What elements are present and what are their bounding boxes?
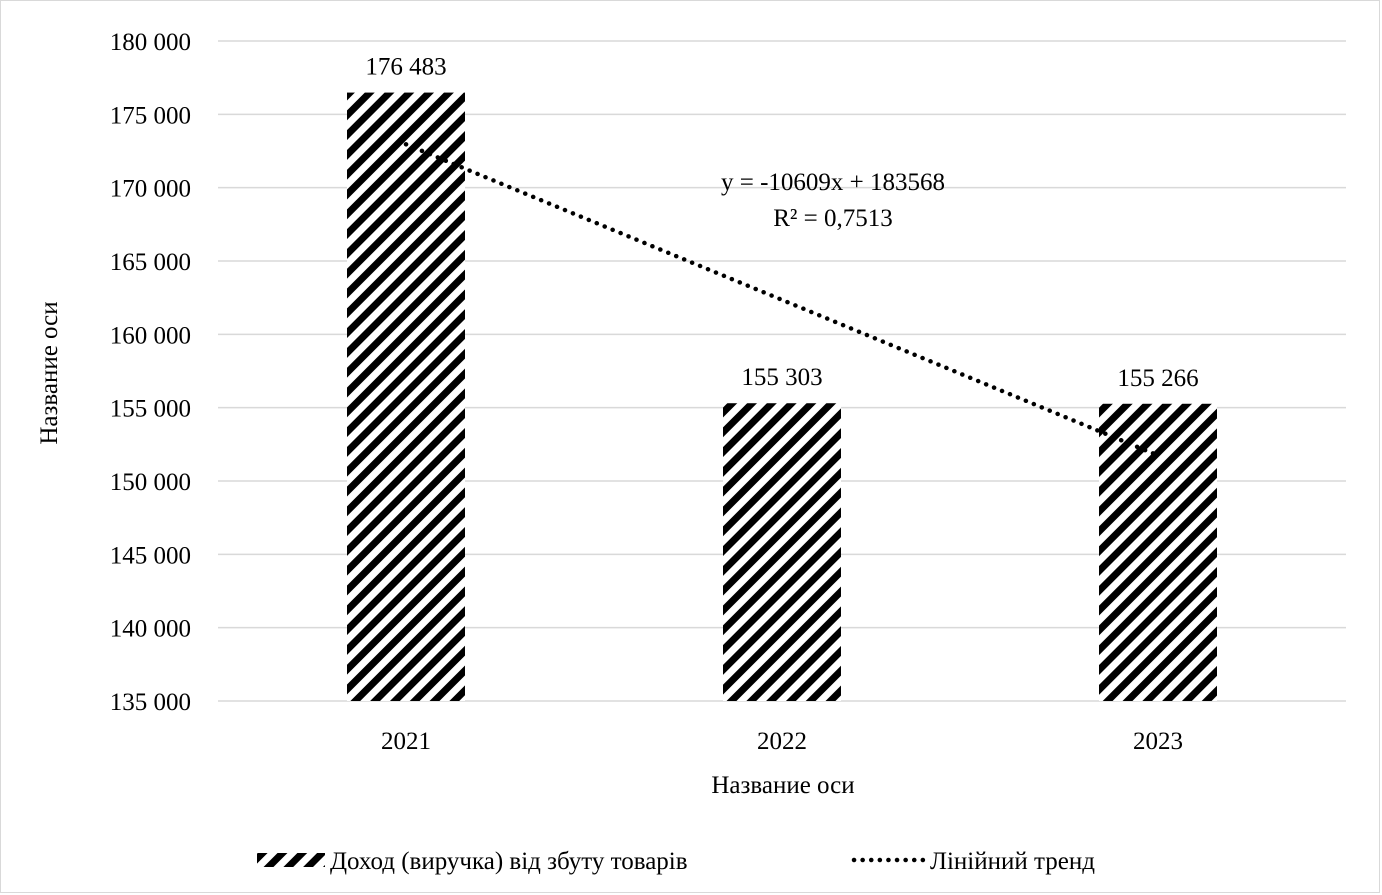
bar xyxy=(347,92,465,702)
legend-swatch-bars xyxy=(257,853,325,867)
y-axis-ticks: 135 000 140 000 145 000 150 000 155 000 160 0… xyxy=(110,29,191,716)
legend-label-trendline: Лінійний тренд xyxy=(930,848,1095,875)
x-axis-ticks: 2021 2022 2023 xyxy=(381,728,1183,755)
legend: Доход (виручка) від збуту товарів Лінійн… xyxy=(257,848,1095,875)
y-tick-label: 155 000 xyxy=(110,396,191,423)
bars xyxy=(347,92,1217,702)
x-tick-label: 2022 xyxy=(757,728,807,755)
data-label: 155 266 xyxy=(1117,365,1198,392)
x-axis-title: Название оси xyxy=(711,772,854,799)
bar xyxy=(1099,403,1217,701)
legend-label-bars: Доход (виручка) від збуту товарів xyxy=(330,848,688,875)
y-tick-label: 150 000 xyxy=(110,469,191,496)
y-tick-label: 175 000 xyxy=(110,102,191,129)
y-tick-label: 145 000 xyxy=(110,542,191,569)
y-tick-label: 170 000 xyxy=(110,176,191,203)
x-tick-label: 2021 xyxy=(381,728,431,755)
x-tick-label: 2023 xyxy=(1133,728,1183,755)
y-tick-label: 135 000 xyxy=(110,689,191,716)
y-tick-label: 180 000 xyxy=(110,29,191,56)
trendline-layer xyxy=(403,142,1161,458)
trendline-r-squared: R² = 0,7513 xyxy=(773,205,893,232)
data-label: 176 483 xyxy=(365,54,446,81)
trendline-equation: y = -10609x + 183568 xyxy=(721,169,945,196)
y-tick-label: 165 000 xyxy=(110,249,191,276)
trendline xyxy=(403,142,1161,458)
y-axis-title: Название оси xyxy=(36,301,63,444)
data-label: 155 303 xyxy=(741,364,822,391)
y-tick-label: 140 000 xyxy=(110,616,191,643)
bar xyxy=(723,403,841,701)
y-tick-label: 160 000 xyxy=(110,322,191,349)
data-labels: 176 483 155 303 155 266 xyxy=(365,54,1198,392)
